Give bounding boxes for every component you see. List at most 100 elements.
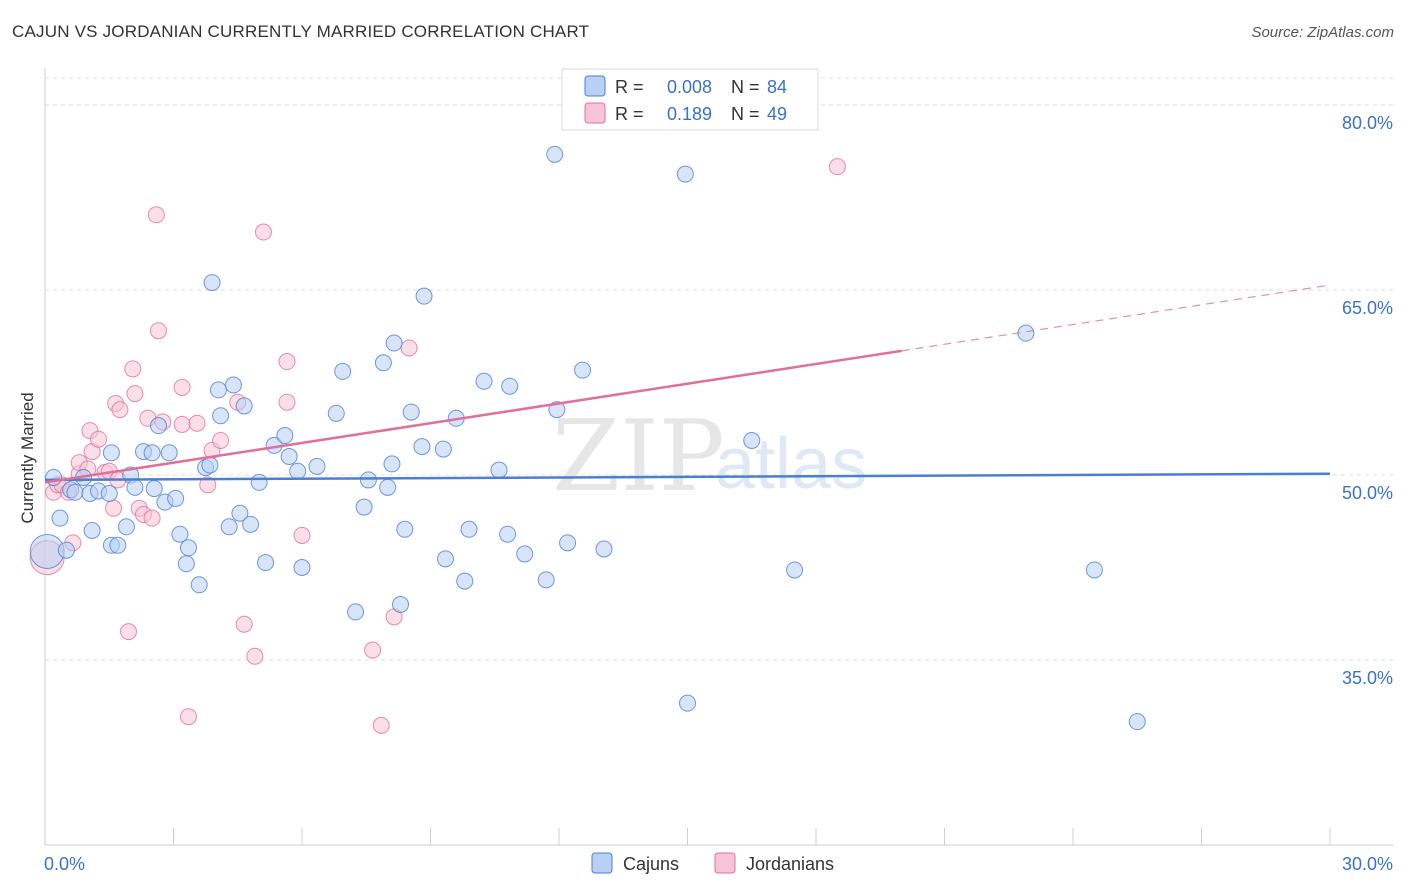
cajun-point (242, 515, 260, 533)
cajun-point (460, 520, 478, 538)
jordanian-point (105, 499, 123, 517)
legend-r-value-cajuns: 0.008 (667, 77, 712, 97)
cajun-point (379, 478, 397, 496)
jordanian-trend-line (44, 349, 902, 484)
legend-series: Cajuns Jordanians (591, 852, 834, 874)
legend-swatch-cajuns (584, 75, 606, 97)
cajun-point (235, 397, 253, 415)
cajun-point (355, 498, 373, 516)
cajun-point (177, 555, 195, 573)
cajun-point (456, 572, 474, 590)
legend-bottom-swatch-jordanians (714, 852, 736, 874)
cajun-point (250, 473, 268, 491)
cajun-point (150, 417, 168, 435)
jordanian-point (199, 476, 217, 494)
cajun-point (359, 471, 377, 489)
cajun-point (257, 554, 275, 572)
cajun-point (385, 334, 403, 352)
jordanian-point (246, 647, 264, 665)
y-tick-labels: 80.0% 65.0% 50.0% 35.0% (1342, 113, 1393, 688)
points (29, 145, 1146, 734)
cajun-point (574, 361, 592, 379)
jordanian-point (150, 322, 168, 340)
jordanian-point (235, 615, 253, 633)
cajun-point (396, 520, 414, 538)
x-tick-label: 30.0% (1342, 854, 1393, 874)
cajun-point (1128, 713, 1146, 731)
cajun-point (203, 274, 221, 292)
cajun-point (126, 478, 144, 496)
cajun-point (415, 287, 433, 305)
watermark-zip: ZIP (552, 400, 725, 514)
cajun-point (212, 407, 230, 425)
cajun-point (289, 462, 307, 480)
x-tick-label: 0.0% (44, 854, 85, 874)
cajun-point (327, 404, 345, 422)
cajun-point (190, 576, 208, 594)
cajun-point (109, 536, 127, 554)
cajun-point (231, 504, 249, 522)
cajun-point (83, 522, 101, 539)
cajun-point (1085, 561, 1103, 579)
cajun-point (392, 596, 410, 613)
cajun-point (559, 534, 577, 552)
jordanian-point (120, 623, 138, 641)
cajun-point (516, 545, 534, 563)
cajun-point (160, 444, 178, 462)
watermark: ZIP atlas (552, 400, 867, 514)
cajun-point (402, 403, 420, 421)
cajun-point (276, 427, 294, 445)
cajun-point (100, 485, 118, 502)
jordanian-point (90, 430, 108, 448)
legend-n-value-cajuns: 84 (767, 77, 787, 97)
legend-r-label-jordanians: R = (615, 104, 644, 124)
watermark-atlas: atlas (715, 424, 867, 504)
cajun-point (546, 145, 564, 163)
cajun-point (167, 489, 185, 507)
legend-n-value-jordanians: 49 (767, 104, 787, 124)
legend-bottom-label-jordanians: Jordanians (746, 854, 834, 874)
cajun-point (374, 354, 392, 372)
cajun-point (57, 541, 75, 559)
legend-r-value-jordanians: 0.189 (667, 104, 712, 124)
jordanian-point (126, 385, 144, 403)
cajun-trend-line (44, 472, 1331, 482)
cajun-point (490, 461, 508, 479)
cajun-point (537, 571, 555, 589)
cajun-point (102, 444, 120, 462)
jordanian-point (179, 708, 197, 726)
cajun-point (145, 480, 163, 498)
cajun-point (209, 381, 227, 399)
trend-lines (44, 284, 1331, 484)
cajun-point (117, 518, 135, 536)
cajun-point (51, 509, 69, 527)
y-axis-title: Currently Married (18, 392, 37, 523)
cajun-point (293, 559, 311, 576)
jordanian-point (188, 414, 206, 432)
gridlines (45, 77, 1393, 661)
cajun-point (786, 561, 804, 579)
cajun-point (66, 483, 84, 501)
legend-swatch-jordanians (584, 102, 606, 124)
cajun-point (383, 455, 401, 473)
cajun-point (679, 694, 696, 712)
jordanian-point (372, 716, 390, 734)
jordanian-point (278, 393, 296, 411)
y-tick-label: 80.0% (1342, 113, 1393, 133)
legend-n-label-jordanians: N = (731, 104, 760, 124)
jordanian-point (254, 223, 272, 241)
x-ticks (173, 828, 1331, 845)
cajun-point (280, 448, 298, 465)
jordanian-point (143, 509, 161, 527)
cajun-point (179, 539, 197, 557)
cajun-point (143, 444, 161, 462)
chart-source: Source: ZipAtlas.com (1251, 24, 1394, 41)
jordanian-point (173, 415, 191, 433)
legend-r-label-cajuns: R = (615, 77, 644, 97)
cajun-point (676, 165, 694, 183)
cajun-point (347, 603, 365, 621)
cajun-point (220, 518, 238, 536)
jordanian-point (212, 431, 230, 449)
cajun-point (334, 362, 352, 380)
jordanian-point (828, 158, 846, 176)
